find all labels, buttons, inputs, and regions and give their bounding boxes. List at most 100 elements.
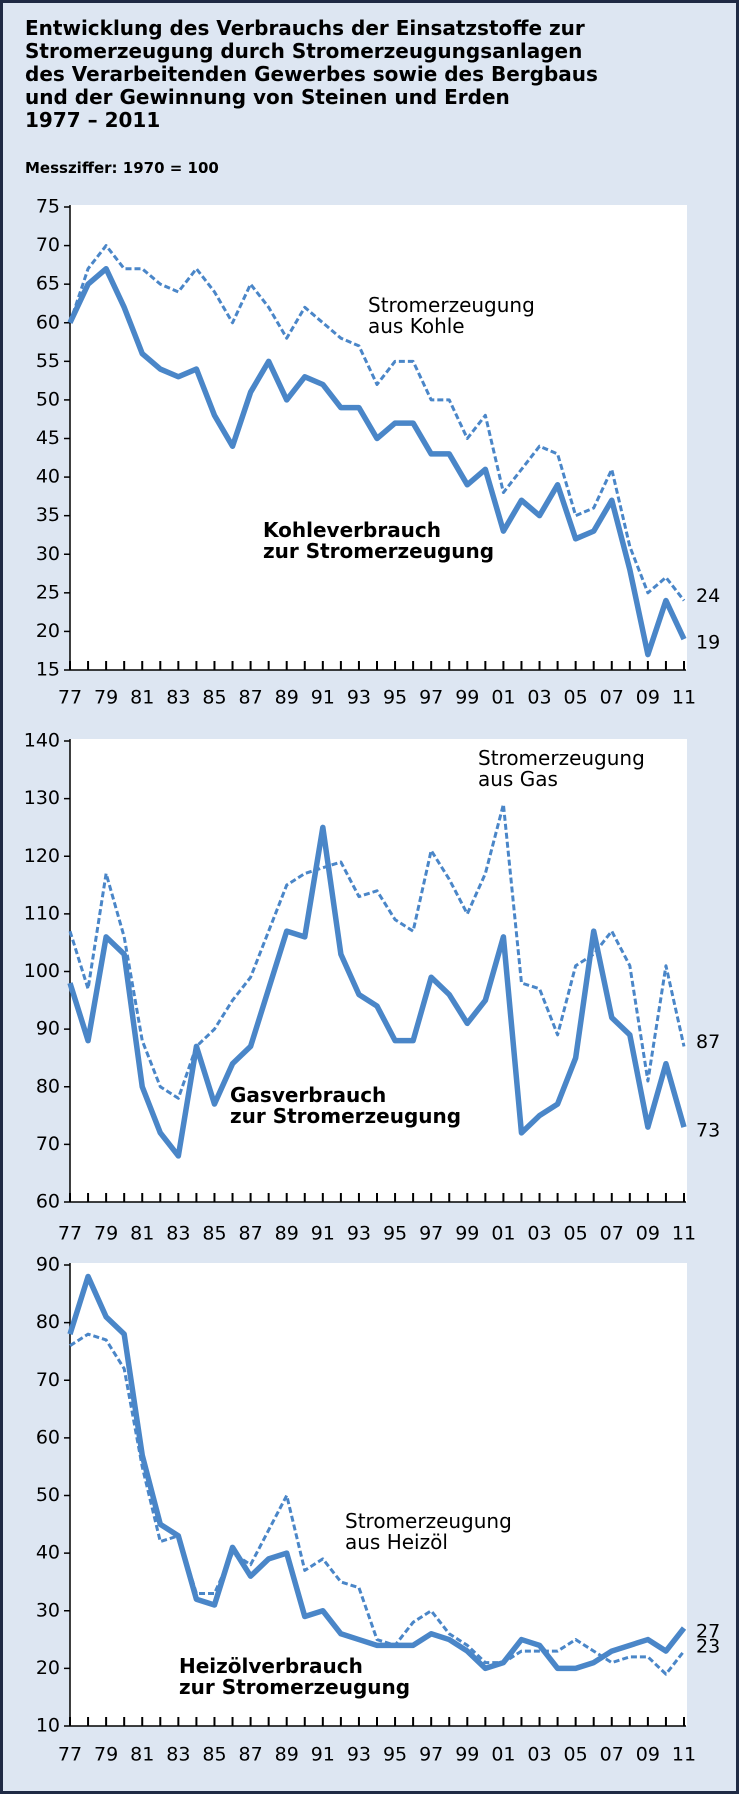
y-tick-label: 100	[24, 960, 60, 982]
y-tick-label: 75	[36, 196, 60, 218]
y-tick-label: 80	[36, 1075, 60, 1097]
x-tick-label: 91	[311, 1744, 335, 1766]
y-tick-label: 25	[36, 581, 60, 603]
x-tick-label: 87	[238, 1744, 262, 1766]
plot-area	[70, 739, 687, 1202]
line-series	[67, 265, 687, 658]
end-label: 19	[696, 632, 720, 654]
series-label: Gasverbrauch zur Stromerzeugung	[230, 1083, 462, 1128]
y-tick-label: 70	[36, 1133, 60, 1155]
x-tick-label: 91	[311, 1223, 335, 1245]
x-tick-label: 03	[527, 1223, 551, 1245]
y-tick-label: 40	[36, 466, 60, 488]
y-tick-label: 35	[36, 504, 60, 526]
x-tick-label: 05	[564, 687, 588, 709]
series-label: Kohleverbrauch zur Stromerzeugung	[263, 518, 495, 563]
x-tick-label: 07	[600, 1744, 624, 1766]
x-tick-label: 07	[600, 1223, 624, 1245]
x-tick-label: 77	[58, 687, 82, 709]
y-tick-label: 60	[36, 1426, 60, 1448]
line-series	[68, 802, 686, 1100]
x-tick-label: 01	[491, 687, 515, 709]
y-tick-label: 45	[36, 427, 60, 449]
line-series	[67, 824, 687, 1159]
y-tick-label: 30	[36, 543, 60, 565]
x-tick-label: 99	[455, 1223, 479, 1245]
x-tick-label: 95	[383, 1223, 407, 1245]
x-tick-label: 85	[202, 1223, 226, 1245]
end-label: 73	[696, 1120, 720, 1142]
x-tick-label: 03	[527, 1744, 551, 1766]
x-tick-label: 09	[636, 1223, 660, 1245]
x-tick-label: 09	[636, 687, 660, 709]
x-tick-label: 89	[275, 1744, 299, 1766]
x-tick-label: 05	[564, 1223, 588, 1245]
x-tick-label: 11	[672, 1744, 696, 1766]
y-tick-label: 90	[36, 1254, 60, 1276]
y-tick-label: 65	[36, 273, 60, 295]
y-tick-label: 60	[36, 1191, 60, 1213]
y-tick-label: 110	[24, 902, 60, 924]
x-tick-label: 99	[455, 687, 479, 709]
x-tick-label: 95	[383, 687, 407, 709]
y-tick-label: 10	[36, 1715, 60, 1737]
charts: 15 20 25 30 35 40 45 50 55 60 65 70 75 77 79 81 83 85 87 89…	[24, 196, 720, 1766]
x-tick-label: 83	[166, 1223, 190, 1245]
line-series	[68, 244, 686, 602]
x-tick-label: 85	[202, 687, 226, 709]
x-tick-label: 07	[600, 687, 624, 709]
end-label: 27	[696, 1621, 720, 1643]
x-tick-label: 89	[275, 1223, 299, 1245]
y-tick-label: 50	[36, 1484, 60, 1506]
x-tick-label: 81	[130, 687, 154, 709]
end-label: 87	[696, 1031, 720, 1053]
x-tick-label: 79	[94, 1223, 118, 1245]
y-tick-label: 55	[36, 350, 60, 372]
y-tick-label: 80	[36, 1311, 60, 1333]
x-tick-label: 09	[636, 1744, 660, 1766]
x-tick-label: 79	[94, 1744, 118, 1766]
series-label: Heizölverbrauch zur Stromerzeugung	[179, 1654, 411, 1699]
y-tick-label: 120	[24, 845, 60, 867]
x-tick-label: 01	[491, 1744, 515, 1766]
x-tick-label: 03	[527, 687, 551, 709]
y-tick-label: 20	[36, 1657, 60, 1679]
y-tick-label: 60	[36, 311, 60, 333]
x-tick-label: 01	[491, 1223, 515, 1245]
x-tick-label: 97	[419, 1223, 443, 1245]
y-tick-label: 70	[36, 234, 60, 256]
x-tick-label: 93	[347, 1223, 371, 1245]
x-tick-label: 89	[275, 687, 299, 709]
series-label: Stromerzeugung aus Gas	[478, 746, 645, 791]
x-tick-label: 77	[58, 1744, 82, 1766]
x-tick-label: 97	[419, 687, 443, 709]
x-tick-label: 97	[419, 1744, 443, 1766]
x-tick-label: 87	[238, 687, 262, 709]
x-tick-label: 91	[311, 687, 335, 709]
x-tick-label: 99	[455, 1744, 479, 1766]
y-tick-label: 130	[24, 787, 60, 809]
series-label: Stromerzeugung aus Kohle	[368, 293, 535, 338]
end-label: 24	[696, 585, 720, 607]
x-tick-label: 77	[58, 1223, 82, 1245]
y-tick-label: 40	[36, 1542, 60, 1564]
x-tick-label: 83	[166, 687, 190, 709]
subtitle: Messziffer: 1970 = 100	[25, 159, 219, 177]
x-tick-label: 95	[383, 1744, 407, 1766]
y-tick-label: 20	[36, 620, 60, 642]
x-tick-label: 83	[166, 1744, 190, 1766]
title: Entwicklung des Verbrauchs der Einsatzst…	[25, 16, 598, 132]
line-series	[67, 1273, 687, 1672]
x-tick-label: 87	[238, 1223, 262, 1245]
end-label: 23	[696, 1636, 720, 1658]
plot-area	[70, 1263, 687, 1726]
y-tick-label: 30	[36, 1599, 60, 1621]
y-tick-label: 70	[36, 1369, 60, 1391]
x-tick-label: 79	[94, 687, 118, 709]
x-tick-label: 93	[347, 1744, 371, 1766]
x-tick-label: 05	[564, 1744, 588, 1766]
x-tick-label: 85	[202, 1744, 226, 1766]
x-tick-label: 11	[672, 1223, 696, 1245]
y-tick-label: 50	[36, 388, 60, 410]
